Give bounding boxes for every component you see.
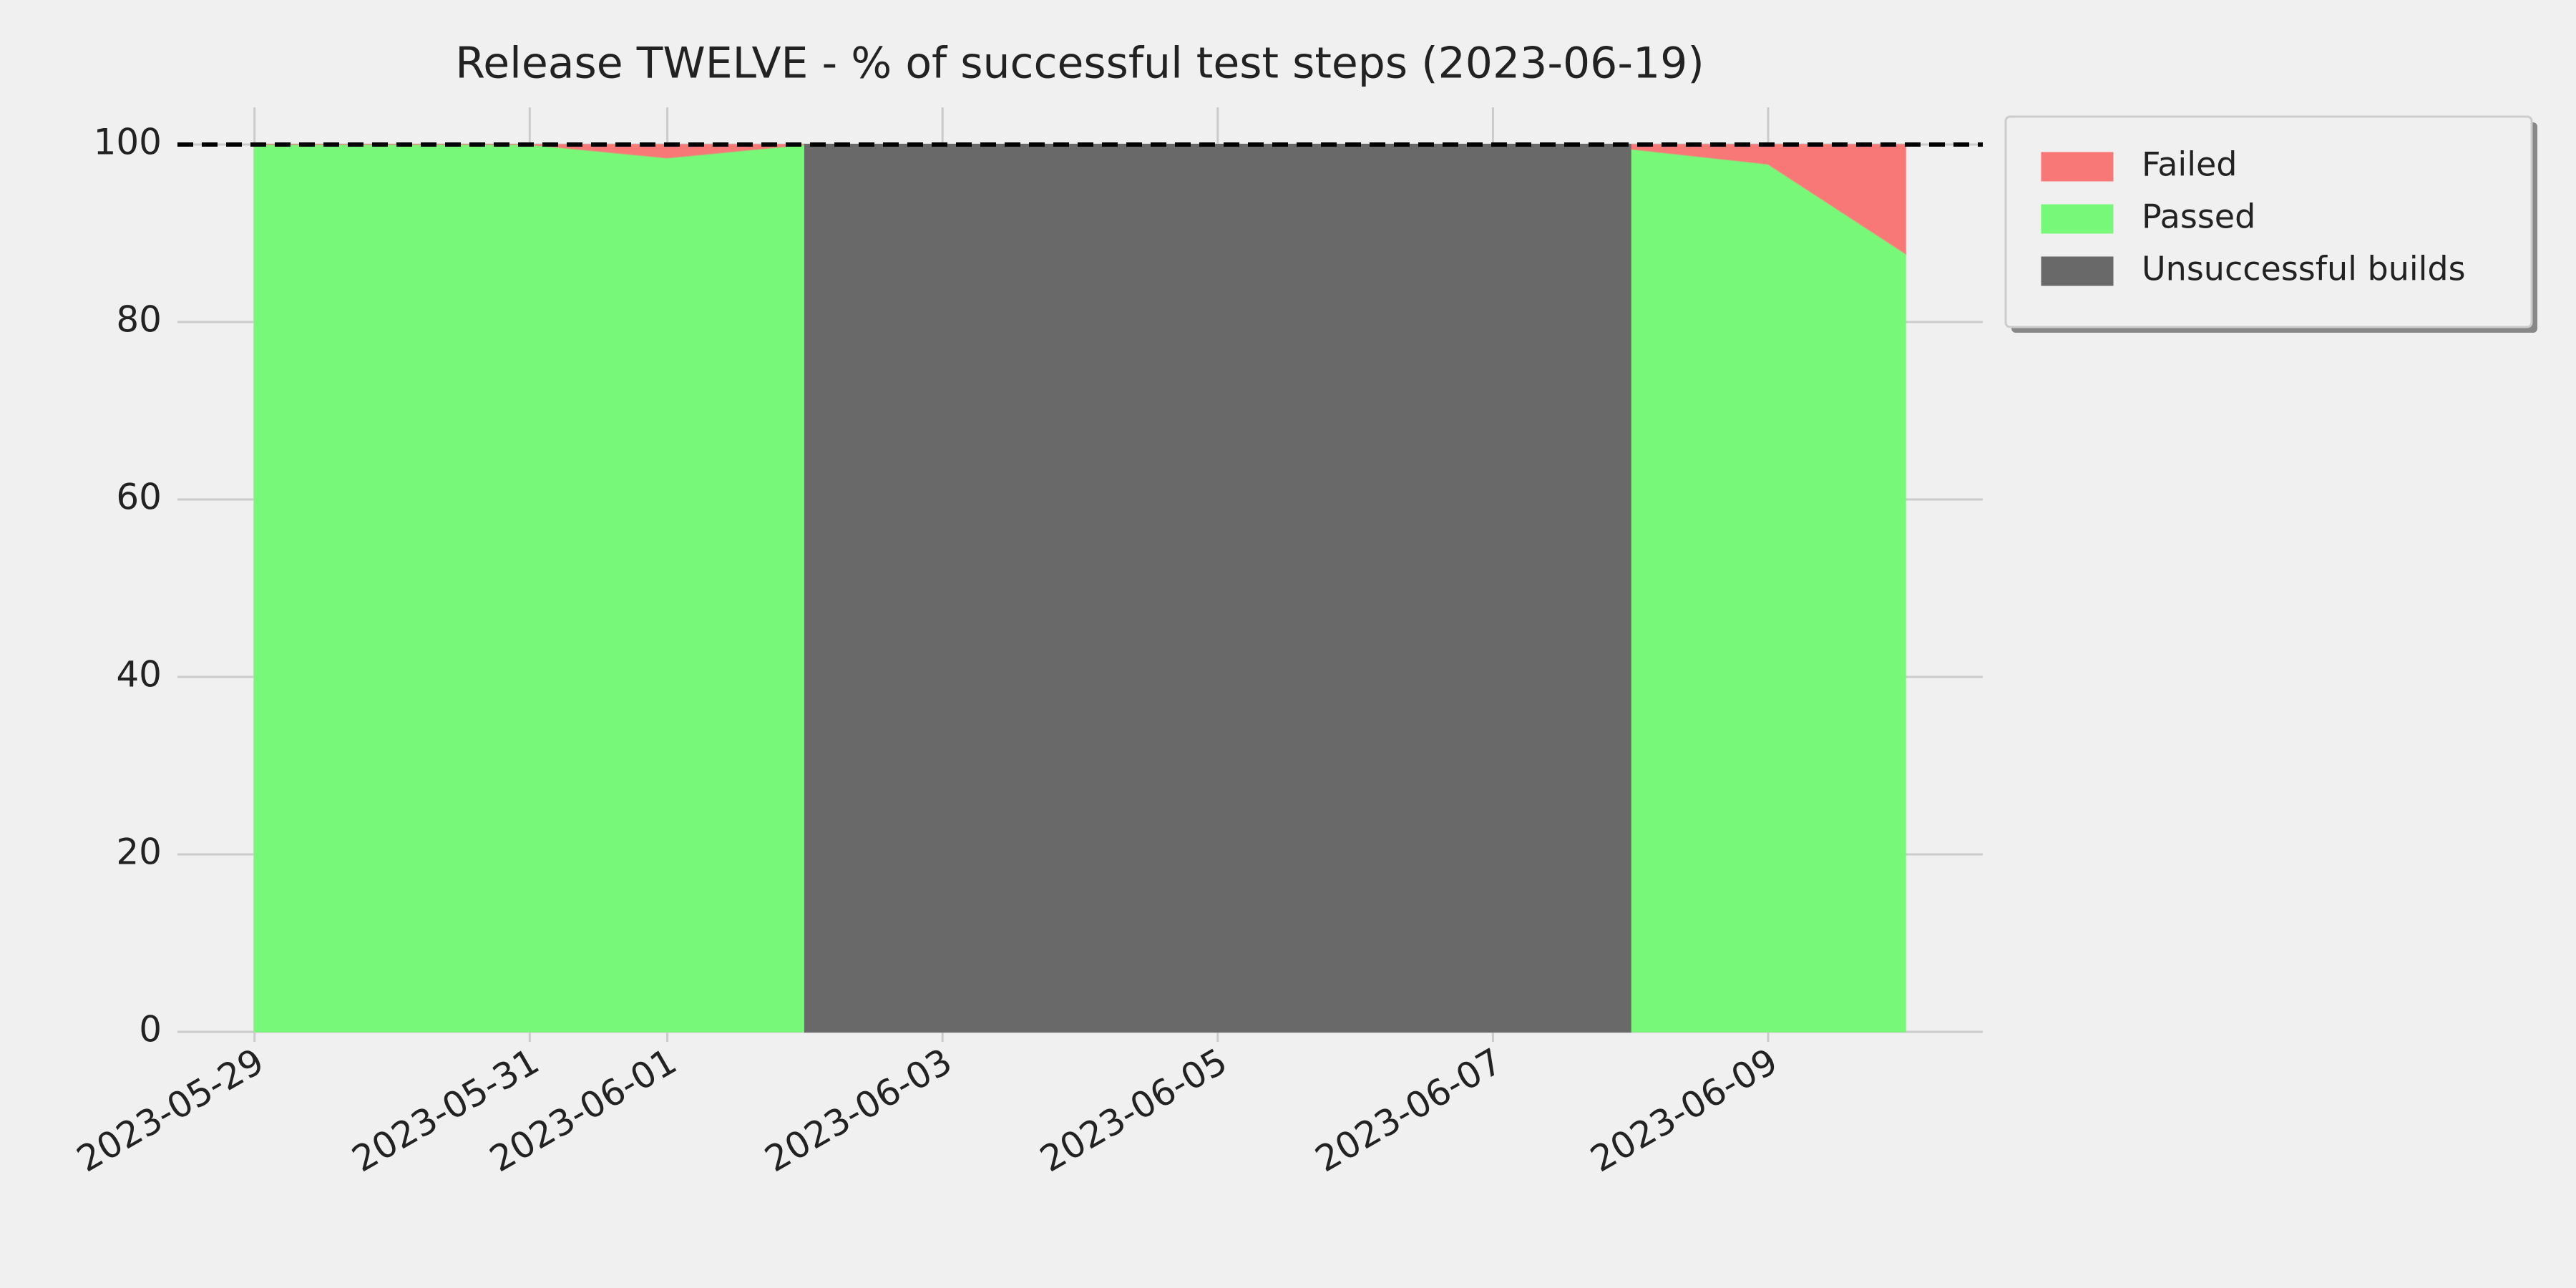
chart-title: Release TWELVE - % of successful test st… xyxy=(455,39,1704,89)
y-tick-label: 0 xyxy=(139,1009,162,1050)
legend-label: Unsuccessful builds xyxy=(2142,250,2466,288)
y-tick-label: 40 xyxy=(116,654,162,696)
legend-box xyxy=(2004,115,2533,328)
legend-swatch xyxy=(2041,204,2114,234)
legend-label: Passed xyxy=(2142,197,2255,236)
legend-swatch xyxy=(2041,152,2114,182)
y-tick-label: 80 xyxy=(116,299,162,341)
legend-swatch xyxy=(2041,256,2114,286)
legend-label: Failed xyxy=(2142,145,2238,184)
y-tick-label: 60 xyxy=(116,477,162,518)
y-tick-label: 100 xyxy=(94,122,162,163)
area xyxy=(804,144,1631,1033)
y-tick-label: 20 xyxy=(116,831,162,873)
